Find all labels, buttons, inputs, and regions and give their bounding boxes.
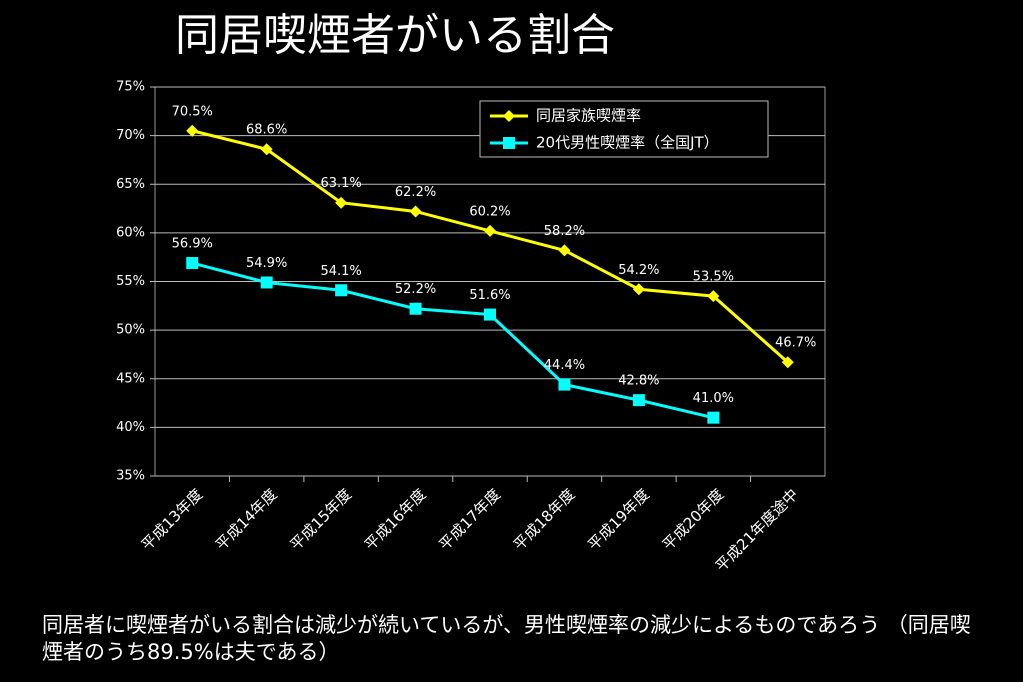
data-label: 56.9% xyxy=(172,237,213,252)
marker xyxy=(781,356,794,369)
x-tick-label: 平成19年度 xyxy=(584,485,653,554)
legend-label: 同居家族喫煙率 xyxy=(536,107,641,125)
x-tick-label: 平成16年度 xyxy=(361,485,430,554)
marker xyxy=(558,378,571,391)
marker xyxy=(409,302,422,315)
y-tick-label: 70% xyxy=(116,128,145,143)
x-tick-label: 平成17年度 xyxy=(435,485,504,554)
marker xyxy=(484,224,496,237)
data-label: 46.7% xyxy=(775,336,816,351)
marker xyxy=(186,124,199,137)
x-tick-label: 平成15年度 xyxy=(286,485,355,554)
data-label: 63.1% xyxy=(320,176,361,191)
data-label: 52.2% xyxy=(395,282,436,297)
series-line xyxy=(191,129,789,364)
y-tick-label: 40% xyxy=(116,420,145,435)
note: 同居者に喫煙者がいる割合は減少が続いているが、男性喫煙率の減少によるものであろう… xyxy=(42,613,971,664)
marker xyxy=(260,143,273,156)
x-tick-label: 平成13年度 xyxy=(138,485,207,554)
data-label: 70.5% xyxy=(172,104,213,119)
data-label: 58.2% xyxy=(544,224,585,239)
data-label: 53.5% xyxy=(693,270,734,285)
data-label: 54.9% xyxy=(246,256,287,271)
x-tick-label: 平成18年度 xyxy=(510,485,579,554)
x-tick-label: 平成20年度 xyxy=(659,485,728,554)
data-label: 51.6% xyxy=(469,288,510,303)
marker xyxy=(632,283,645,296)
series-line xyxy=(191,261,714,420)
marker xyxy=(503,137,515,149)
y-tick-label: 45% xyxy=(116,371,145,386)
marker xyxy=(707,290,720,303)
y-tick-label: 50% xyxy=(116,323,145,338)
data-label: 54.1% xyxy=(320,264,361,279)
marker xyxy=(707,411,720,424)
y-tick-label: 75% xyxy=(116,80,145,95)
data-label: 44.4% xyxy=(544,358,585,373)
y-tick-label: 55% xyxy=(116,274,145,289)
data-label: 42.8% xyxy=(618,374,659,389)
marker xyxy=(335,196,348,209)
y-tick-label: 65% xyxy=(116,177,145,192)
chart-title: 同居喫煙者がいる割合 xyxy=(175,10,615,61)
marker xyxy=(335,284,348,297)
data-label: 41.0% xyxy=(693,391,734,406)
marker xyxy=(409,205,422,218)
marker xyxy=(260,276,273,289)
data-label: 60.2% xyxy=(469,204,510,219)
legend-label: 20代男性喫煙率（全国JT） xyxy=(536,134,719,152)
x-tick-label: 平成14年度 xyxy=(212,485,281,554)
y-tick-label: 35% xyxy=(116,469,145,484)
marker xyxy=(558,244,571,257)
data-label: 54.2% xyxy=(618,263,659,278)
legend-box xyxy=(479,100,769,158)
marker xyxy=(632,394,645,407)
data-label: 68.6% xyxy=(246,123,287,138)
data-label: 62.2% xyxy=(395,185,436,200)
marker xyxy=(186,257,199,270)
marker xyxy=(484,308,496,321)
y-tick-label: 60% xyxy=(116,225,145,240)
marker xyxy=(503,110,515,122)
